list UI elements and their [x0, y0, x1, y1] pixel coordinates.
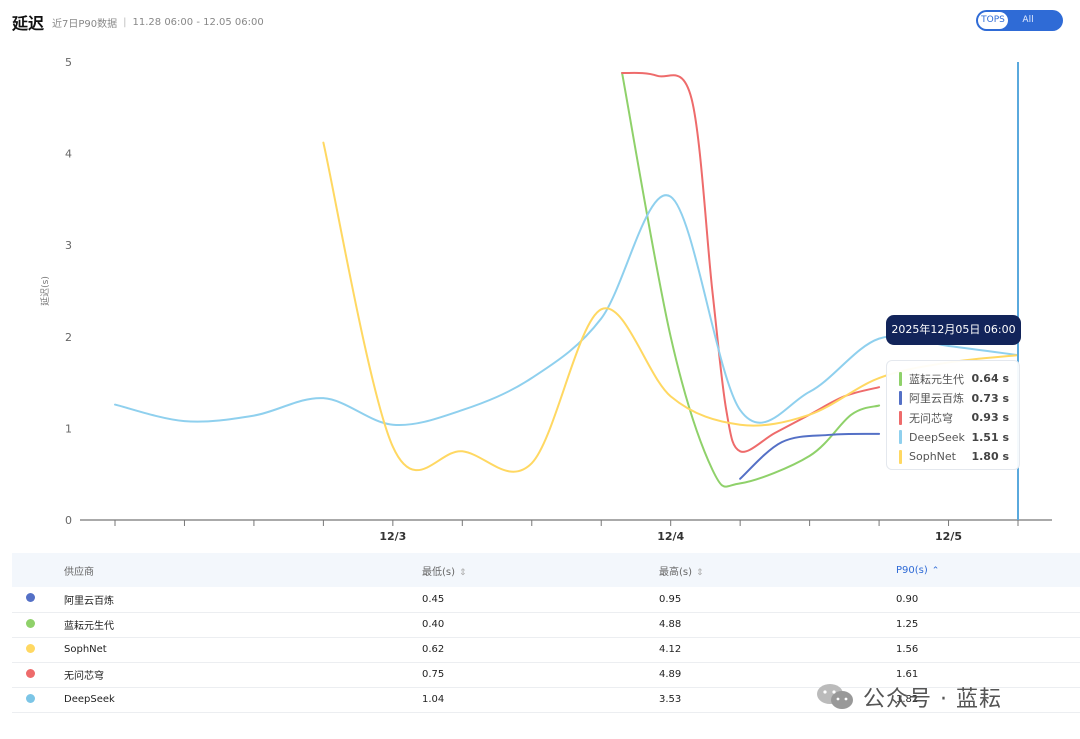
max-value: 0.95	[659, 593, 682, 605]
tooltip-series-name: 蓝耘元生代	[909, 372, 964, 386]
toggle-option-tops[interactable]: TOPS	[978, 12, 1008, 29]
y-tick-label: 5	[65, 56, 72, 69]
table-row: 蓝耘元生代 0.40 4.88 1.25	[12, 612, 1080, 637]
table-row: 无问芯穹 0.75 4.89 1.61	[12, 662, 1080, 687]
y-tick-label: 2	[65, 331, 72, 344]
max-value: 4.12	[659, 644, 682, 655]
provider-table: 供应商 最低(s) ⇕ 最高(s) ⇕ P90(s) ⌃ 阿里云百炼 0.45 0.95 0…	[12, 553, 1080, 713]
provider-name: 蓝耘元生代	[64, 621, 114, 632]
provider-dot	[26, 618, 35, 628]
tooltip-row: DeepSeek 1.51 s	[899, 428, 1009, 448]
provider-dot	[26, 643, 35, 653]
tooltip-series-name: 无问芯穹	[909, 411, 953, 425]
sort-icon[interactable]: ⇕	[696, 567, 704, 578]
chart-header: 延迟 近7日P90数据 | 11.28 06:00 - 12.05 06:00	[12, 10, 264, 34]
tooltip-series-value: 1.51 s	[971, 430, 1009, 444]
latency-line-chart[interactable]: 0 1 2 3 4 5 延迟(s) 12/3 12/4 12/5	[0, 40, 1080, 550]
series-line-DeepSeek	[114, 194, 1019, 427]
header-max-label: 最高(s)	[659, 566, 693, 578]
tooltip-series-value: 0.93 s	[971, 411, 1009, 425]
y-tick-label: 4	[65, 148, 72, 161]
provider-name: SophNet	[64, 644, 107, 655]
series-color-marker	[899, 430, 902, 445]
toggle-option-all[interactable]: All	[1022, 15, 1034, 25]
y-tick-label: 1	[65, 422, 72, 435]
tooltip-series-name: DeepSeek	[909, 430, 965, 444]
y-axis-label: 延迟(s)	[39, 276, 51, 306]
tooltip-series-name: 阿里云百炼	[909, 392, 964, 406]
series-color-marker	[899, 449, 902, 464]
header-p90-label: P90(s)	[896, 564, 928, 576]
series-line-蓝耘元生代	[621, 71, 881, 488]
watermark-text: 公众号 · 蓝耘	[863, 687, 1002, 712]
provider-name: 无问芯穹	[64, 671, 104, 682]
min-value: 1.04	[422, 694, 445, 705]
provider-color-cell	[12, 587, 63, 612]
header-provider: 供应商	[63, 553, 421, 587]
table-row: SophNet 0.62 4.12 1.56	[12, 637, 1080, 662]
watermark: 公众号 · 蓝耘	[815, 679, 1002, 715]
tooltip-panel: 蓝耘元生代 0.64 s 阿里云百炼 0.73 s 无问芯穹 0.93 s DeepSeek…	[886, 360, 1020, 470]
series-line-阿里云百炼	[739, 432, 881, 480]
wechat-icon	[817, 684, 853, 709]
sort-icon[interactable]: ⇕	[459, 567, 467, 578]
provider-color-cell	[12, 662, 63, 687]
series-color-marker	[899, 371, 902, 386]
provider-color-cell	[12, 612, 63, 637]
tooltip-row: 蓝耘元生代 0.64 s	[899, 369, 1009, 389]
header-p90[interactable]: P90(s) ⌃	[895, 553, 1080, 587]
provider-color-cell	[12, 687, 63, 712]
x-tick-label: 12/4	[657, 530, 684, 543]
provider-name: 阿里云百炼	[64, 595, 114, 607]
p90-value: 1.61	[896, 669, 919, 680]
p90-value: 1.56	[896, 644, 919, 655]
tooltip-series-value: 0.73 s	[971, 391, 1009, 405]
tooltip-series-value: 0.64 s	[971, 372, 1009, 386]
y-tick-label: 0	[65, 514, 72, 527]
table-header-row: 供应商 最低(s) ⇕ 最高(s) ⇕ P90(s) ⌃	[12, 553, 1080, 587]
min-value: 0.45	[422, 593, 445, 605]
p90-value: 1.82	[896, 694, 919, 705]
date-range: 11.28 06:00 - 12.05 06:00	[132, 16, 264, 28]
tooltip-series-value: 1.80 s	[971, 450, 1009, 464]
series-line-SophNet	[322, 141, 1019, 473]
header-provider-label: 供应商	[64, 566, 94, 578]
tooltip-row: 阿里云百炼 0.73 s	[899, 389, 1009, 409]
header-min-label: 最低(s)	[422, 566, 456, 578]
x-tick-label: 12/3	[379, 530, 406, 543]
series-line-无问芯穹	[621, 71, 881, 453]
series-color-marker	[899, 410, 902, 425]
sort-asc-icon[interactable]: ⌃	[931, 565, 940, 576]
table-row: 阿里云百炼 0.45 0.95 0.90	[12, 587, 1080, 612]
tooltip-row: 无问芯穹 0.93 s	[899, 408, 1009, 428]
p90-value: 0.90	[896, 593, 919, 605]
tooltip-series-name: SophNet	[909, 450, 956, 464]
tooltip-date: 2025年12月05日 06:00	[886, 315, 1021, 345]
max-value: 4.88	[659, 619, 682, 630]
min-value: 0.75	[422, 669, 445, 680]
series-color-marker	[899, 391, 902, 406]
max-value: 3.53	[659, 694, 682, 705]
header-min[interactable]: 最低(s) ⇕	[421, 553, 658, 587]
page-title: 延迟	[12, 14, 45, 33]
min-value: 0.62	[422, 644, 445, 655]
table-row: DeepSeek 1.04 3.53 1.82	[12, 687, 1080, 712]
tops-all-toggle[interactable]: TOPS All	[976, 10, 1063, 31]
header-dot-cell	[12, 553, 63, 587]
min-value: 0.40	[422, 619, 445, 630]
provider-dot	[26, 693, 35, 703]
tooltip-row: SophNet 1.80 s	[899, 447, 1009, 467]
subtitle-separator: |	[123, 16, 127, 28]
provider-name: DeepSeek	[64, 694, 115, 705]
y-tick-label: 3	[65, 239, 72, 252]
max-value: 4.89	[659, 669, 682, 680]
provider-dot	[26, 593, 35, 603]
x-tick-label: 12/5	[935, 530, 962, 543]
provider-color-cell	[12, 637, 63, 662]
p90-value: 1.25	[896, 619, 919, 630]
header-max[interactable]: 最高(s) ⇕	[658, 553, 895, 587]
chart-subtitle: 近7日P90数据	[52, 18, 118, 30]
provider-dot	[26, 668, 35, 678]
